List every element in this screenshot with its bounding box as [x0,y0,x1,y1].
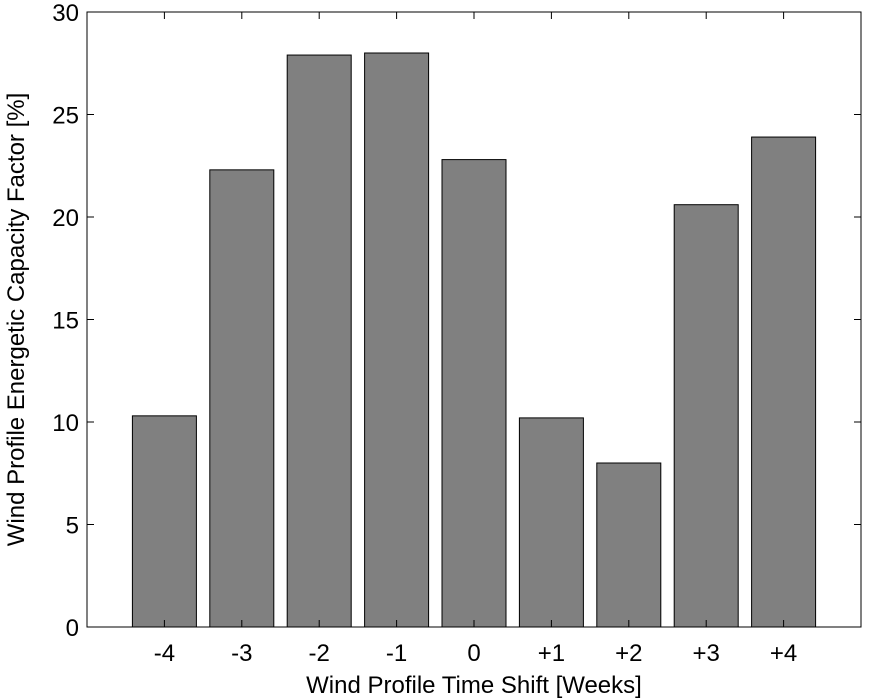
x-tick-label: -1 [386,640,407,667]
y-tick-label: 10 [52,410,79,437]
bar-+3 [673,204,739,628]
x-tick-label: +4 [770,640,797,667]
x-tick-label: +1 [538,640,565,667]
x-tick-label: 0 [467,640,480,667]
bar--1 [364,52,430,628]
bar-+4 [751,136,817,628]
y-tick-label: 20 [52,205,79,232]
bar--4 [131,415,197,628]
bars-group [131,52,817,628]
bar--2 [286,54,352,628]
x-tick-label: -2 [309,640,330,667]
x-tick-label: +2 [615,640,642,667]
y-tick-label: 15 [52,308,79,335]
x-axis-ticks: -4 -3 -2 -1 0 +1 +2 +3 +4 [154,12,797,667]
x-axis-title: Wind Profile Time Shift [Weeks] [306,672,642,699]
plot-area-frame [86,11,862,628]
y-tick-label: 0 [66,615,79,642]
bar-+1 [518,417,584,628]
bar-0 [441,159,507,628]
bar--3 [209,169,275,628]
y-axis-ticks: 0 5 10 15 20 25 30 [52,0,861,642]
y-tick-label: 5 [66,513,79,540]
x-tick-label: -4 [154,640,175,667]
bar-+2 [596,462,662,628]
x-tick-label: +3 [693,640,720,667]
y-axis-title: Wind Profile Energetic Capacity Factor [… [3,93,30,547]
x-tick-label: -3 [231,640,252,667]
y-tick-label: 25 [52,103,79,130]
y-tick-label: 30 [52,0,79,27]
